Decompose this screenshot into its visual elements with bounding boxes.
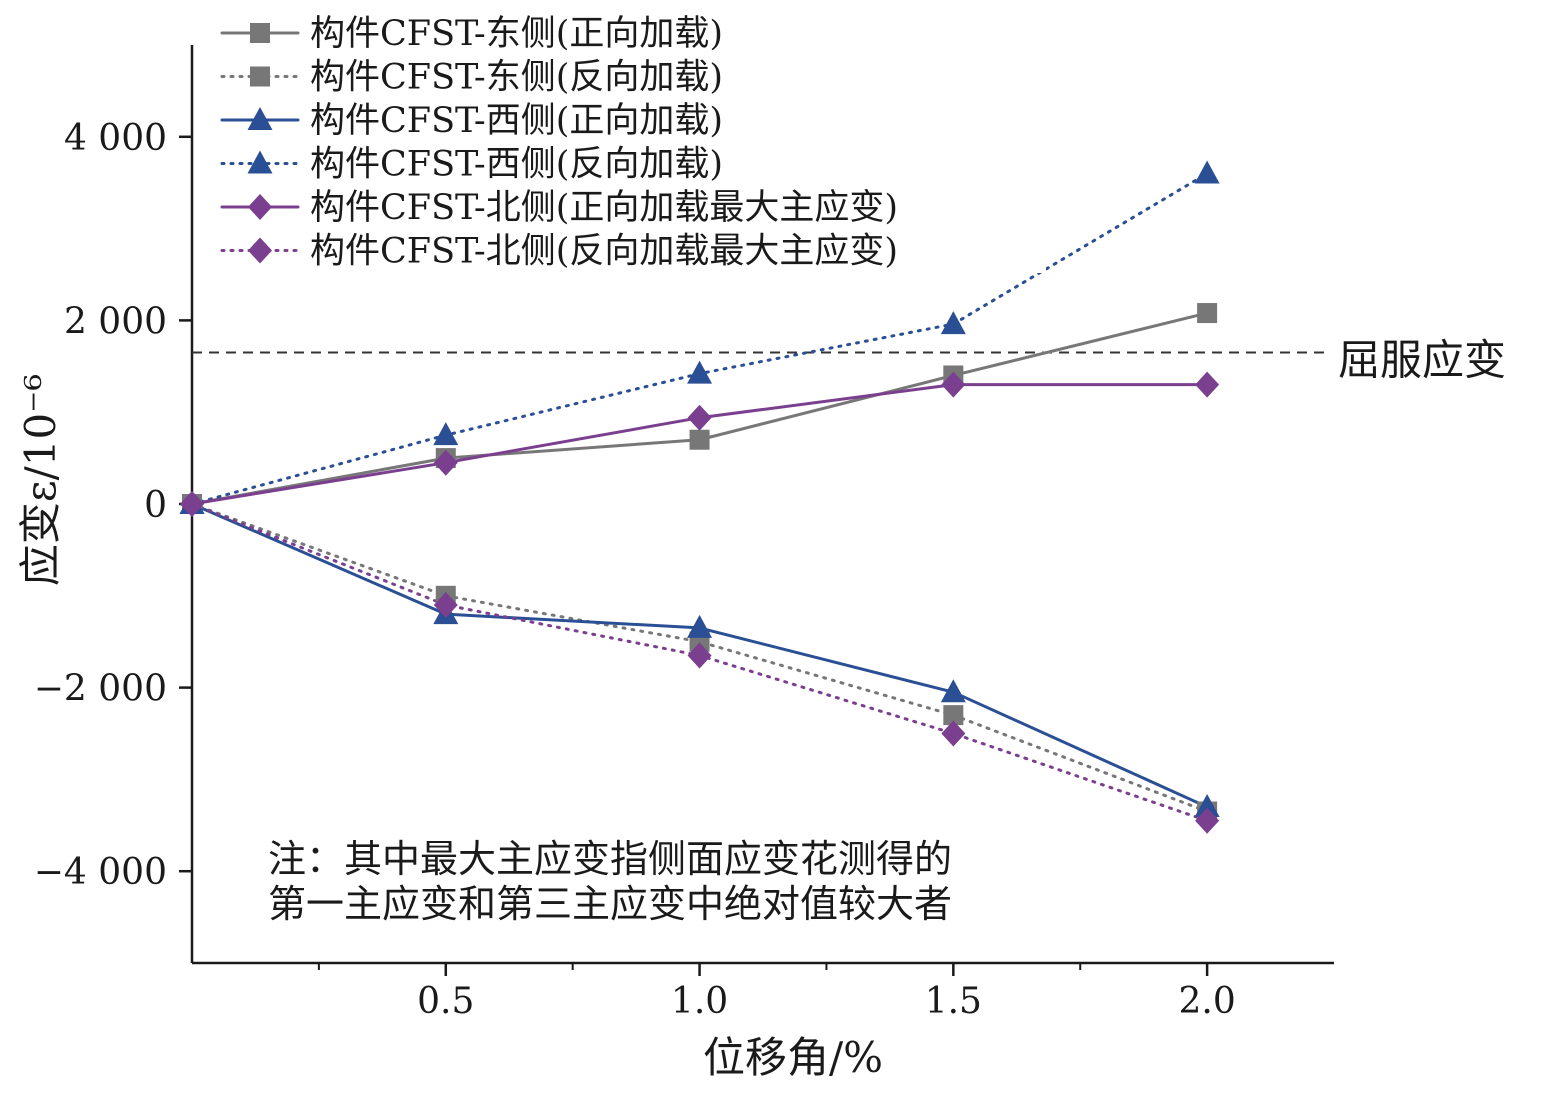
data-point-s4	[687, 360, 713, 384]
legend-label-1: 构件CFST-东侧(正向加载)	[310, 14, 723, 54]
data-point-s5	[1195, 371, 1220, 398]
series-group	[179, 160, 1220, 834]
legend-marker-2	[250, 66, 270, 87]
data-point-s6	[180, 491, 204, 517]
y-axis-title: 应变ε/10⁻⁶	[16, 374, 65, 586]
y-tick-label: −4 000	[34, 852, 167, 893]
series-line-2	[190, 502, 1209, 814]
x-tick-label: 1.0	[671, 981, 728, 1022]
legend-label-5: 构件CFST-北侧(正向加载最大主应变)	[310, 188, 898, 228]
data-point-s6	[433, 591, 458, 618]
y-tick-label: 4 000	[64, 118, 167, 159]
axes: 0.5 1.0 1.5 2.0 −4 000 −2 000 0 2 000 4 000 位移角/%…	[16, 45, 1334, 1082]
data-point-s4	[940, 311, 966, 335]
legend-marker-3	[247, 107, 273, 130]
legend-marker-1	[250, 23, 270, 43]
y-tick-label: −2 000	[34, 669, 167, 710]
data-point-s1	[689, 429, 710, 450]
x-tick-label: 1.5	[925, 981, 982, 1022]
y-tick-label: 0	[144, 485, 167, 526]
legend-marker-4	[247, 150, 273, 174]
data-point-s3	[687, 614, 713, 638]
data-point-s3	[940, 679, 966, 703]
data-point-s5	[433, 449, 458, 476]
data-point-s1	[1197, 303, 1218, 324]
data-point-s4	[1194, 160, 1220, 184]
legend-marker-5	[248, 194, 272, 220]
data-point-s5	[941, 371, 966, 398]
data-point-s4	[433, 422, 459, 446]
legend-label-4: 构件CFST-西侧(反向加载)	[310, 145, 723, 185]
data-point-s6	[941, 720, 966, 747]
x-tick-label: 0.5	[417, 981, 474, 1022]
legend-label-3: 构件CFST-西侧(正向加载)	[310, 101, 723, 141]
data-point-s6	[687, 642, 712, 669]
data-point-s6	[1195, 807, 1220, 834]
legend-label-6: 构件CFST-北侧(反向加载最大主应变)	[310, 232, 898, 272]
note-line-2: 第一主应变和第三主应变中绝对值较大者	[268, 882, 952, 926]
legend-label-2: 构件CFST-东侧(反向加载)	[310, 58, 723, 98]
x-axis-title: 位移角/%	[703, 1033, 883, 1082]
data-point-s5	[687, 404, 712, 431]
data-point-s3	[1194, 793, 1220, 817]
legend: 构件CFST-东侧(正向加载)构件CFST-东侧(反向加载)构件CFST-西侧(…	[216, 8, 1046, 273]
yield-line-group: 屈服应变	[192, 336, 1506, 385]
y-tick-label: 2 000	[64, 301, 167, 342]
yield-label: 屈服应变	[1338, 336, 1506, 385]
note-line-1: 注：其中最大主应变指侧面应变花测得的	[268, 837, 952, 881]
x-tick-label: 2.0	[1178, 981, 1235, 1022]
legend-background	[216, 8, 1046, 273]
data-point-s2	[943, 705, 964, 726]
legend-marker-6	[248, 237, 272, 264]
